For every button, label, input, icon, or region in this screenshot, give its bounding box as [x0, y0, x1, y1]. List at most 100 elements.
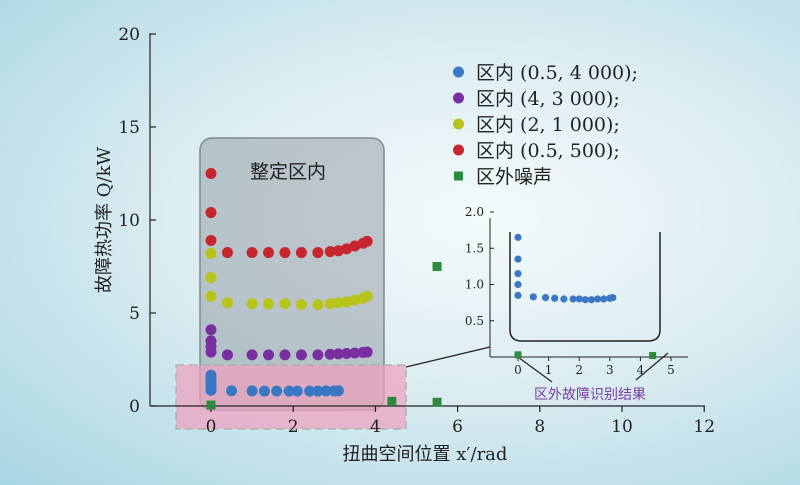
- data-point: [304, 385, 316, 397]
- x-tick-label: 4: [370, 417, 381, 437]
- inset-y-tick-label: 1.5: [465, 241, 484, 255]
- y-tick-label: 10: [118, 211, 140, 231]
- inset-data-point: [551, 294, 559, 302]
- in-zone-label: 整定区内: [250, 161, 326, 183]
- data-point: [332, 348, 344, 360]
- data-point-square: [206, 400, 216, 410]
- inset-y-tick-label: 0.5: [465, 314, 484, 328]
- data-point: [263, 247, 275, 259]
- data-point: [205, 324, 217, 336]
- data-point: [324, 246, 336, 258]
- data-point: [332, 245, 344, 257]
- inset-y-tick-label: 2.0: [465, 205, 484, 219]
- data-point: [263, 349, 275, 361]
- inset-points: [514, 233, 657, 360]
- data-point: [263, 298, 275, 310]
- legend-marker: [453, 66, 464, 78]
- inset-caption: 区外故障识别结果: [534, 387, 646, 403]
- data-point: [246, 247, 258, 259]
- data-point: [341, 348, 353, 360]
- inset-data-point: [529, 293, 537, 301]
- data-point: [246, 298, 258, 310]
- data-point: [295, 349, 307, 361]
- inset-chart: 0 1 2 3 4 5 0.5 1.0 1.5 2.0 区外故障识别结果: [465, 205, 688, 403]
- inset-data-point: [560, 295, 568, 303]
- legend-marker: [453, 118, 464, 130]
- data-point-square: [432, 262, 442, 271]
- inset-data-point: [514, 233, 522, 241]
- inset-data-point: [581, 296, 589, 304]
- inset-data-point: [609, 293, 617, 302]
- inset-data-point: [575, 295, 583, 303]
- inset-highlight-curve: [509, 232, 661, 342]
- inset-y-tick-label: 1.0: [465, 278, 484, 292]
- data-point: [324, 348, 336, 360]
- x-tick-label: 8: [534, 417, 545, 437]
- y-tick-label: 15: [118, 118, 140, 138]
- inset-x-tick-label: 1: [545, 363, 553, 377]
- data-point: [283, 385, 295, 397]
- data-point: [246, 385, 258, 397]
- data-point: [246, 349, 258, 361]
- data-point: [361, 346, 373, 358]
- y-tick-label: 5: [129, 304, 140, 324]
- data-point: [320, 385, 332, 397]
- inset-data-point: [593, 295, 602, 303]
- data-point: [332, 385, 344, 397]
- legend-label: 区内 (0.5, 4 000);: [476, 62, 638, 84]
- inset-data-point: [541, 293, 550, 302]
- inset-data-point: [569, 295, 577, 303]
- data-point: [361, 290, 373, 302]
- data-point: [205, 234, 217, 246]
- legend-label: 区外噪声: [476, 166, 552, 188]
- data-point: [226, 385, 238, 397]
- inset-data-point: [600, 295, 608, 303]
- inset-x-tick-label: 0: [514, 363, 522, 377]
- data-point: [312, 349, 324, 361]
- data-point: [295, 299, 307, 311]
- data-point: [205, 247, 217, 259]
- inset-data-point: [514, 291, 522, 299]
- data-point: [205, 272, 217, 284]
- y-axis-label: 故障热功率 Q/kW: [94, 147, 115, 293]
- y-tick-label: 0: [129, 397, 140, 417]
- data-point: [205, 168, 217, 179]
- data-point: [349, 347, 361, 359]
- data-point: [205, 290, 217, 302]
- data-point: [295, 247, 307, 259]
- x-tick-label: 12: [693, 417, 715, 437]
- inset-ticks: 0 1 2 3 4 5 0.5 1.0 1.5 2.0: [465, 205, 675, 377]
- inset-data-point-square: [514, 351, 522, 359]
- leader-line-2: [517, 356, 553, 383]
- data-point: [312, 385, 324, 397]
- data-point: [205, 384, 217, 396]
- main-points: [205, 168, 442, 410]
- data-point: [271, 385, 283, 397]
- data-point: [324, 298, 336, 310]
- x-tick-label: 0: [206, 417, 217, 437]
- data-point: [341, 296, 353, 308]
- legend: 区内 (0.5, 4 000); 区内 (4, 3 000); 区内 (2, 1 0…: [453, 62, 638, 188]
- leader-line-1: [405, 346, 491, 368]
- data-point: [332, 297, 344, 309]
- data-point: [205, 346, 217, 358]
- inset-x-tick-label: 5: [667, 363, 675, 377]
- inset-data-point: [514, 280, 522, 289]
- legend-marker: [453, 144, 464, 156]
- data-point: [349, 294, 361, 306]
- data-point-square: [387, 396, 397, 406]
- data-point-square: [432, 397, 442, 407]
- data-point: [279, 298, 291, 310]
- data-point: [279, 349, 291, 361]
- legend-label: 区内 (2, 1 000);: [476, 114, 620, 136]
- legend-marker: [454, 171, 463, 181]
- inset-x-tick-label: 4: [637, 363, 645, 377]
- legend-label: 区内 (0.5, 500);: [476, 140, 620, 162]
- data-point: [221, 297, 233, 309]
- x-tick-label: 10: [611, 417, 633, 437]
- legend-marker: [453, 92, 464, 104]
- inset-data-point: [587, 296, 596, 304]
- legend-label: 区内 (4, 3 000);: [476, 88, 620, 110]
- data-point: [312, 247, 324, 259]
